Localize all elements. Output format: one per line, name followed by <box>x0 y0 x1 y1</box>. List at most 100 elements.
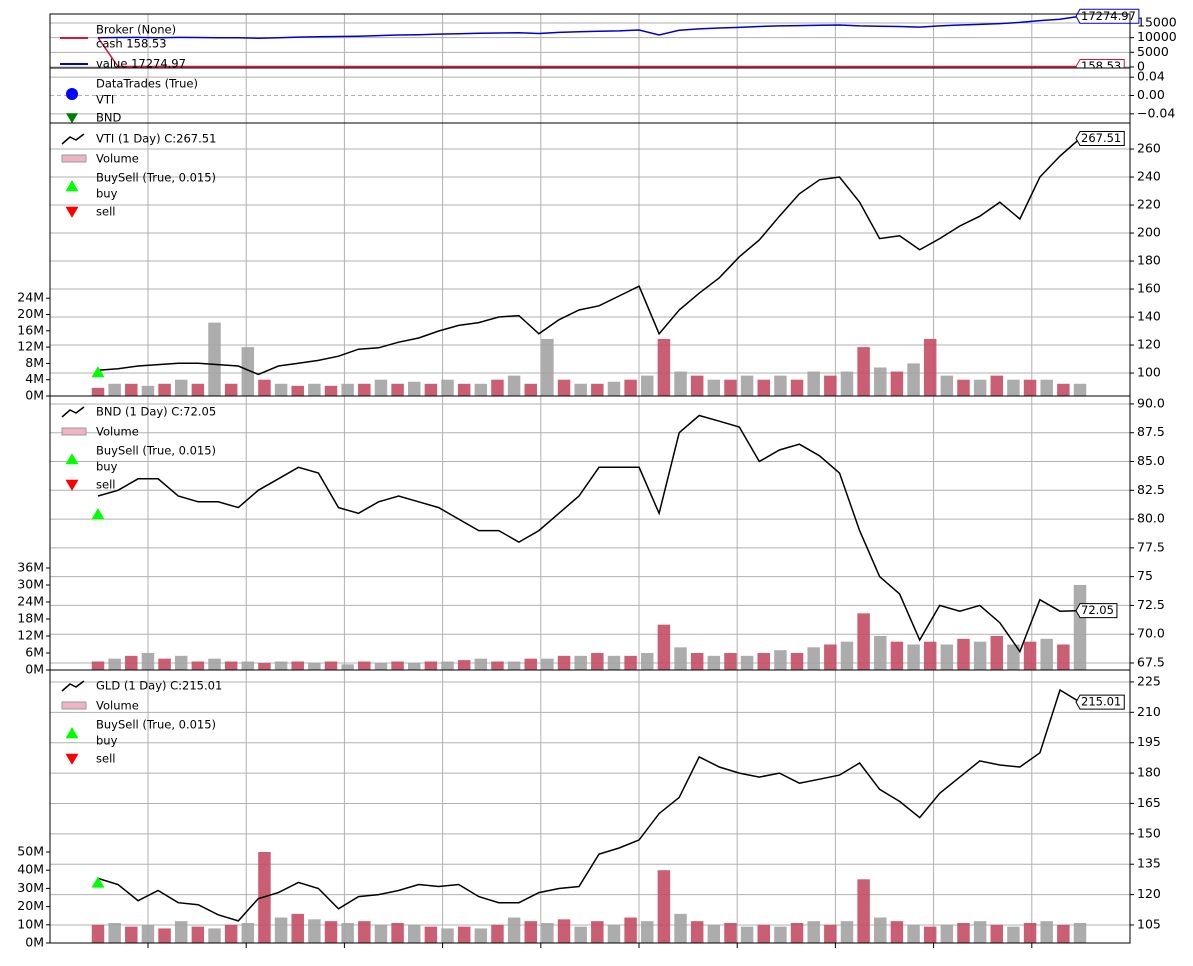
volume-bar <box>507 917 521 943</box>
volume-bar <box>341 922 354 943</box>
volume-bar <box>474 658 488 670</box>
y-tick-label: 165 <box>1137 795 1161 810</box>
volume-tick-label: 0M <box>25 388 44 403</box>
volume-bar <box>224 661 238 670</box>
y-tick-label: 100 <box>1137 365 1161 380</box>
legend-marker <box>65 727 79 739</box>
volume-bar <box>441 928 454 943</box>
volume-bar <box>474 383 488 396</box>
last-value-box: 72.05 <box>1075 603 1118 619</box>
volume-bar <box>407 381 421 396</box>
volume-bar <box>324 385 338 396</box>
volume-bar <box>591 383 604 396</box>
volume-bar <box>491 924 504 943</box>
legend-label: Volume <box>96 699 139 713</box>
volume-bar <box>557 379 571 396</box>
volume-bar <box>957 922 970 943</box>
volume-bar <box>158 658 171 670</box>
volume-bar <box>424 661 438 670</box>
legend-marker <box>65 753 79 765</box>
volume-bar <box>91 661 105 670</box>
volume-bar <box>191 926 205 943</box>
legend-swatch <box>61 427 87 436</box>
volume-bar <box>441 661 454 670</box>
volume-bar <box>740 655 754 670</box>
volume-bar <box>840 921 854 943</box>
volume-bar <box>641 921 654 943</box>
y-tick-label: 120 <box>1137 337 1161 352</box>
panel-frame <box>49 669 1131 944</box>
volume-bar <box>1057 924 1070 943</box>
volume-bar <box>141 385 155 396</box>
volume-bar <box>524 658 537 670</box>
volume-bar <box>358 661 371 670</box>
volume-tick-label: 4M <box>25 371 44 386</box>
legend-label: DataTrades (True) <box>96 77 198 91</box>
volume-bar <box>557 919 571 943</box>
volume-bar <box>507 661 521 670</box>
volume-bar <box>91 387 105 396</box>
volume-bar <box>957 379 970 396</box>
volume-bar <box>824 375 837 396</box>
volume-bar <box>957 638 970 670</box>
legend-label: sell <box>96 478 115 492</box>
volume-bar <box>108 922 121 943</box>
volume-bar <box>324 661 338 670</box>
volume-bar <box>541 338 554 396</box>
volume-bar <box>591 921 604 943</box>
y-tick-label: 87.5 <box>1137 424 1165 439</box>
y-tick-label: 15000 <box>1137 14 1177 29</box>
volume-bar <box>674 913 687 943</box>
legend-marker <box>65 453 79 465</box>
volume-bar <box>990 924 1004 943</box>
volume-bar <box>874 635 887 670</box>
y-tick-label: 220 <box>1137 197 1161 212</box>
volume-bar <box>457 660 471 670</box>
last-value-frame <box>1075 694 1125 710</box>
last-value-frame <box>1075 8 1140 24</box>
y-tick-label: −0.04 <box>1137 105 1175 120</box>
y-tick-label: 140 <box>1137 309 1161 324</box>
legend-label: buy <box>96 734 118 748</box>
legend-label: GLD (1 Day) C:215.01 <box>96 679 222 693</box>
legend-label: BuySell (True, 0.015) <box>96 171 216 185</box>
y-tick-label: 150 <box>1137 825 1161 840</box>
y-tick-label: 80.0 <box>1137 511 1165 526</box>
volume-bar <box>607 924 621 943</box>
volume-bar <box>241 347 255 396</box>
last-value-frame <box>1075 603 1118 619</box>
legend-label: BND (1 Day) C:72.05 <box>96 405 216 419</box>
volume-bar <box>291 913 304 943</box>
volume-bar <box>224 383 238 396</box>
volume-bar <box>524 383 537 396</box>
volume-bar <box>1040 921 1053 943</box>
volume-bar <box>607 381 621 396</box>
volume-tick-label: 30M <box>17 880 44 895</box>
volume-bar <box>740 926 754 943</box>
volume-bar <box>541 658 554 670</box>
volume-bar <box>774 375 787 396</box>
volume-tick-label: 36M <box>17 559 44 574</box>
volume-bar <box>341 664 354 670</box>
volume-bar <box>1023 379 1037 396</box>
volume-bar <box>308 919 321 943</box>
panel-background <box>50 123 1130 396</box>
volume-bar <box>141 924 155 943</box>
volume-bar <box>690 921 704 943</box>
volume-bar <box>308 662 321 670</box>
volume-bar <box>108 658 121 670</box>
volume-bar <box>258 379 271 396</box>
volume-bar <box>358 383 371 396</box>
y-tick-label: 0.04 <box>1137 69 1165 84</box>
volume-bar <box>790 379 804 396</box>
volume-bar <box>907 924 920 943</box>
volume-bar <box>990 635 1004 670</box>
volume-bar <box>274 917 288 943</box>
volume-bar <box>1007 926 1020 943</box>
legend-label: Broker (None) <box>96 23 176 37</box>
volume-bar <box>624 379 637 396</box>
legend-label: VTI (1 Day) C:267.51 <box>96 132 216 146</box>
volume-bar <box>740 375 754 396</box>
volume-bar <box>574 383 587 396</box>
